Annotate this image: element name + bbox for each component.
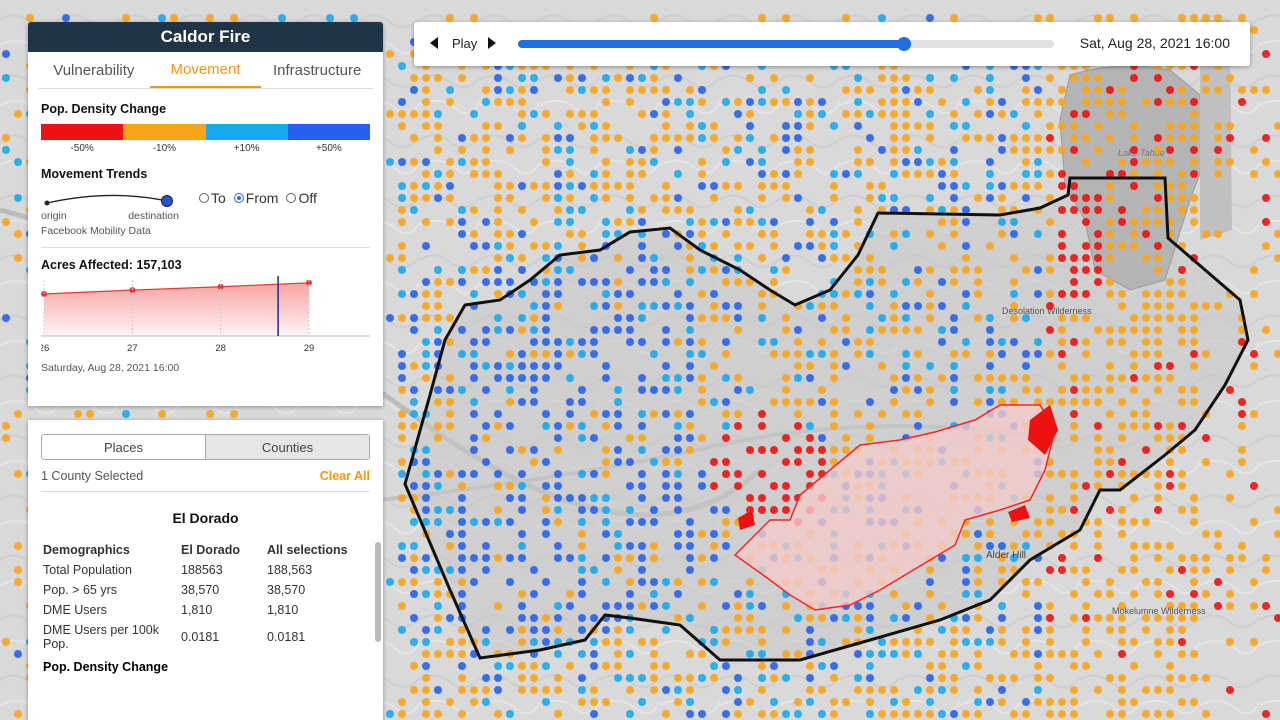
chart-tick-label: 26 [41,343,49,354]
timeline-track[interactable] [518,37,1054,51]
table-row: Total Population 188563 188,563 [43,563,313,577]
selection-toggle: Places Counties [41,434,370,460]
chart-line [43,282,310,295]
divider [41,247,370,248]
chart-tick-label: 29 [304,343,315,354]
divider [41,491,370,492]
place-label: Mokelumne Wilderness [1112,606,1206,616]
place-label: Desolation Wilderness [1002,306,1092,316]
panel-title: Caldor Fire [28,22,383,52]
step-back-button[interactable] [430,37,438,49]
selection-count: 1 County Selected [41,469,144,483]
clear-all-link[interactable]: Clear All [319,469,370,483]
acres-title: Acres Affected: 157,103 [41,258,182,272]
county-region[interactable] [405,178,1248,660]
counties-button[interactable]: Counties [205,435,369,459]
table-row: DME Users 1,810 1,810 [43,603,299,617]
radio-circle-icon [286,193,297,203]
column-header: All selections [267,543,348,557]
demographics-table: Demographics El Dorado All selections To… [43,540,353,654]
legend-label: -10% [152,143,177,154]
legend-label: -50% [70,143,94,154]
legend-labels: -50% -10% +10% +50% [41,143,370,154]
legend-swatch [287,124,370,140]
acres-chart: 26 27 28 29 [41,276,370,354]
column-header: El Dorado [181,543,241,557]
table-row: Pop. > 65 yrs 38,570 38,570 [43,583,306,597]
fire-hotspot [738,510,755,530]
playback-bar: Play Sat, Aug 28, 2021 16:00 [414,22,1250,66]
step-forward-button[interactable] [488,37,496,49]
legend-swatch [123,124,206,140]
fire-hotspot [1008,505,1030,522]
destination-label: destination [128,210,179,222]
table-row: DME Users per 100k Pop. 0.0181 0.0181 [43,623,306,651]
data-source: Facebook Mobility Data [41,225,151,237]
fire-hotspot [1028,405,1058,455]
chart-tick-label: 27 [127,343,138,354]
places-button[interactable]: Places [103,439,144,455]
selection-panel: Places Counties 1 County Selected Clear … [28,420,383,720]
legend-swatch [41,124,124,140]
trend-arc-icon [44,194,173,207]
tab-infrastructure[interactable]: Infrastructure [272,61,362,79]
chart-point [217,283,224,290]
acres-footer: Saturday, Aug 28, 2021 16:00 [41,362,180,374]
legend-title: Pop. Density Change [41,102,167,116]
radio-off[interactable]: Off [286,190,317,206]
current-date: Sat, Aug 28, 2021 16:00 [1079,35,1230,51]
chart-point [306,279,312,286]
chart-point [129,287,136,294]
section-heading: Pop. Density Change [43,660,169,674]
legend-label: +10% [233,143,260,154]
chart-tick-label: 28 [215,343,226,354]
county-boundary [403,176,1250,662]
radio-from[interactable]: From [233,190,278,206]
legend-swatch [205,124,288,140]
place-label: Alder Hill [986,550,1026,561]
control-panel: Caldor Fire Vulnerability Movement Infra… [28,22,383,406]
legend-label: +50% [315,143,342,154]
radio-circle-icon [233,193,244,203]
timeline-handle[interactable] [896,37,911,51]
county-name: El Dorado [172,510,239,526]
table-header: Demographics El Dorado All selections [43,540,353,560]
chart-area [44,282,309,336]
fire-perimeter[interactable] [733,404,1056,611]
radio-to[interactable]: To [199,190,226,206]
column-header: Demographics [43,543,130,557]
panel-tabs: Vulnerability Movement Infrastructure [38,52,373,89]
timeline-progress [518,40,904,48]
tab-movement[interactable]: Movement [149,52,262,88]
legend-color-bar [41,124,370,140]
origin-label: origin [41,210,67,222]
lake-label: Lake Tahoe [1118,148,1165,158]
tab-vulnerability[interactable]: Vulnerability [53,61,135,79]
radio-circle-icon [199,193,209,203]
scrollbar[interactable] [375,542,381,642]
play-button[interactable]: Play [452,36,478,51]
trends-title: Movement Trends [41,167,148,181]
